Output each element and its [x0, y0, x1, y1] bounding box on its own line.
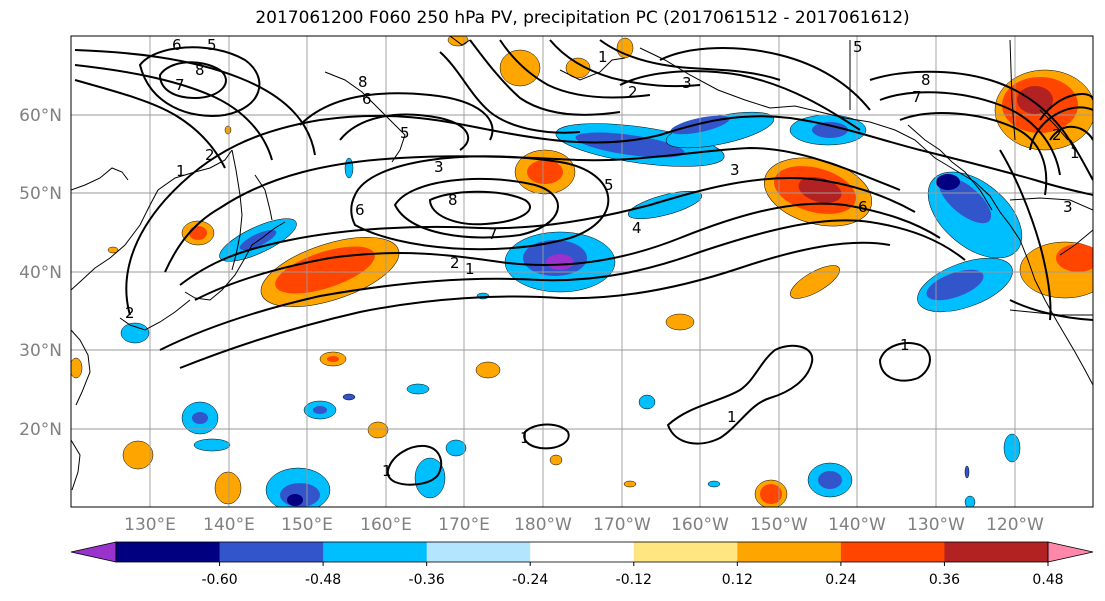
contour-label-1a: 1 — [176, 162, 186, 180]
lon-label-150w: 150°W — [750, 515, 808, 535]
precip-negative-shading — [120, 111, 1023, 507]
colorbar-tick-label: 0.24 — [825, 572, 856, 588]
lon-label-160w: 160°W — [671, 515, 729, 535]
contour-label-7b: 7 — [488, 225, 498, 243]
map-frame — [70, 35, 1094, 508]
contour-label-3b: 3 — [682, 74, 692, 92]
latitude-labels: 20°N 30°N 40°N 50°N 60°N — [19, 106, 62, 440]
colorbar-cell — [530, 542, 635, 562]
lat-label-30: 30°N — [19, 341, 62, 361]
map-plot-area: 6 5 8 7 8 6 5 2 1 3 8 6 7 5 4 2 1 1 2 3 … — [71, 36, 1093, 507]
colorbar-tick-label: -0.24 — [512, 572, 548, 588]
lat-label-60: 60°N — [19, 106, 62, 126]
colorbar-cell — [219, 542, 324, 562]
colorbar-tick-label: -0.48 — [305, 572, 341, 588]
colorbar-frame — [115, 541, 1049, 563]
contour-label-6b: 6 — [362, 90, 372, 108]
colorbar-cell — [840, 542, 945, 562]
map-title: 2017061200 F060 250 hPa PV, precipitatio… — [255, 8, 910, 28]
longitude-labels: 130°E 140°E 150°E 160°E 170°E 180°W 170°… — [124, 515, 1044, 535]
colorbar-tick-label: -0.60 — [201, 572, 237, 588]
contour-label-5d: 5 — [853, 38, 863, 56]
contour-label-8c: 8 — [448, 191, 458, 209]
contour-label-8d: 8 — [921, 71, 931, 89]
contour-label-2b: 2 — [450, 254, 460, 272]
colorbar-cell — [116, 542, 221, 562]
colorbar-tick-label: -0.12 — [616, 572, 652, 588]
lon-label-130e: 130°E — [124, 515, 176, 535]
contour-label-6c: 6 — [355, 201, 365, 219]
contour-label-1e: 1 — [900, 336, 910, 354]
contour-label-6a: 6 — [172, 36, 182, 54]
contour-label-2c: 2 — [628, 83, 638, 101]
colorbar-cell — [323, 542, 428, 562]
colorbar-cell — [944, 542, 1049, 562]
contour-label-2a: 2 — [205, 146, 215, 164]
contour-label-7c: 7 — [912, 88, 922, 106]
lon-label-180w: 180°W — [514, 515, 572, 535]
contour-label-5c: 5 — [604, 176, 614, 194]
colorbar-cell — [426, 542, 531, 562]
contour-label-1d: 1 — [1070, 144, 1080, 162]
contour-label-4a: 4 — [632, 219, 642, 237]
contour-label-1c: 1 — [598, 48, 608, 66]
lat-label-40: 40°N — [19, 263, 62, 283]
lon-label-150e: 150°E — [281, 515, 333, 535]
contour-label-3c: 3 — [730, 161, 740, 179]
contour-label-1h: 1 — [382, 462, 392, 480]
contour-labels: 6 5 8 7 8 6 5 2 1 3 8 6 7 5 4 2 1 1 2 3 … — [125, 36, 1080, 480]
colorbar-extend-low — [70, 541, 117, 563]
contour-label-3d: 3 — [1063, 198, 1073, 216]
lon-label-140w: 140°W — [828, 515, 886, 535]
contour-label-1f: 1 — [727, 408, 737, 426]
contour-label-5a: 5 — [207, 36, 217, 54]
contour-label-1g: 1 — [520, 429, 530, 447]
colorbar-extend-high — [1047, 541, 1094, 563]
contour-label-7a: 7 — [175, 76, 185, 94]
contour-label-3a: 3 — [434, 158, 444, 176]
contour-label-5b: 5 — [400, 124, 410, 142]
lon-label-170w: 170°W — [593, 515, 651, 535]
contour-label-8a: 8 — [195, 61, 205, 79]
colorbar: -0.60 -0.48 -0.36 -0.24 -0.12 0.12 0.24 0.36 0.4… — [70, 541, 1094, 588]
lat-label-50: 50°N — [19, 184, 62, 204]
colorbar-cell — [737, 542, 842, 562]
lon-label-160e: 160°E — [360, 515, 412, 535]
lat-label-20: 20°N — [19, 420, 62, 440]
colorbar-tick-label: 0.36 — [929, 572, 960, 588]
pv-contours — [74, 39, 1093, 486]
lon-label-140e: 140°E — [203, 515, 255, 535]
colorbar-cell — [633, 542, 738, 562]
contour-label-8b: 8 — [358, 73, 368, 91]
contour-label-1b: 1 — [465, 260, 475, 278]
lon-label-170e: 170°E — [438, 515, 490, 535]
colorbar-tick-label: -0.36 — [409, 572, 445, 588]
contour-label-6d: 6 — [858, 198, 868, 216]
colorbar-tick-label: 0.48 — [1032, 572, 1063, 588]
contour-label-2d: 2 — [1052, 126, 1062, 144]
lon-label-120w: 120°W — [986, 515, 1044, 535]
lon-label-130w: 130°W — [907, 515, 965, 535]
contour-label-2e: 2 — [125, 304, 135, 322]
colorbar-tick-label: 0.12 — [722, 572, 753, 588]
